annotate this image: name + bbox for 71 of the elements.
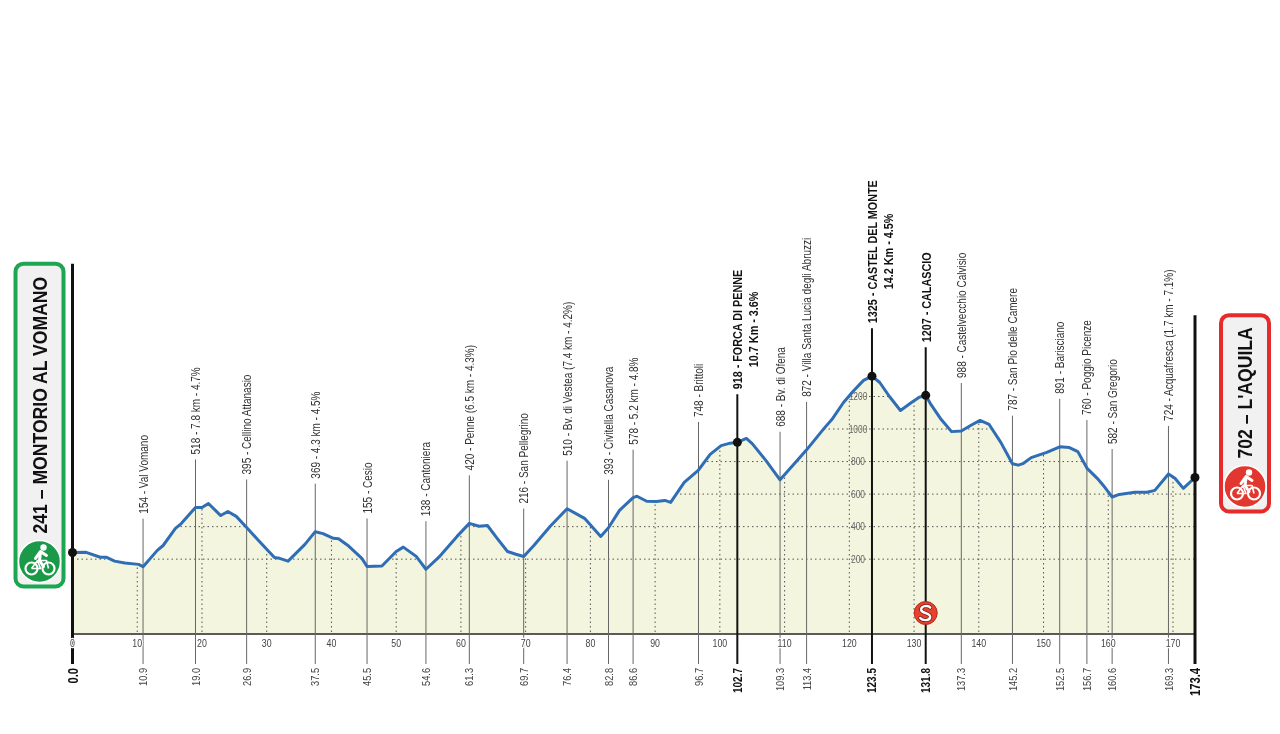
x2-tick-label: 0.0 — [65, 668, 81, 684]
x-tick-label: 0 — [70, 637, 76, 650]
x2-tick-label: 26.9 — [240, 667, 253, 686]
x2-tick-label: 82.8 — [602, 667, 615, 686]
x2-tick-label: 96.7 — [692, 667, 705, 686]
ref-line-label: 748 - Brittoli — [691, 363, 706, 418]
x-tick-label: 90 — [650, 637, 661, 650]
ref-line-label: 872 - Villa Santa Lucia degli Abruzzi — [800, 237, 814, 397]
x2-tick-label: 45.5 — [361, 667, 374, 686]
x2-tick-label: 156.7 — [1081, 667, 1094, 692]
x-tick-label: 100 — [712, 637, 728, 650]
x-tick-label: 130 — [906, 637, 922, 650]
x2-tick-label: 19.0 — [189, 667, 202, 686]
ref-line-label: 688 - Bv. di Ofena — [773, 346, 787, 427]
x-tick-label: 40 — [326, 637, 337, 650]
x2-tick-label: 109.3 — [774, 667, 787, 692]
x-tick-label: 150 — [1036, 637, 1052, 650]
ref-line-label: 702 – L'AQUILA — [1234, 326, 1257, 459]
x2-tick-label: 131.8 — [919, 668, 933, 693]
x2-tick-label: 69.7 — [517, 667, 531, 686]
x2-tick-label: 10.9 — [137, 667, 150, 686]
x2-tick-label: 86.6 — [627, 667, 640, 686]
ref-line-label: 369 - 4.3 km - 4.5% — [308, 391, 322, 479]
x2-tick-label: 145.2 — [1006, 667, 1019, 692]
x2-tick-label: 137.3 — [955, 667, 968, 692]
x2-tick-label: 169.3 — [1162, 667, 1175, 692]
x2-tick-label: 102.7 — [730, 668, 745, 693]
ref-line-label: 918 - FORCA DI PENNE 10.7 Km - 3.6% — [730, 269, 762, 390]
ref-line-label: 138 - Cantoniera — [419, 441, 433, 517]
x-tick-label: 80 — [585, 637, 596, 650]
x2-tick-label: 61.3 — [463, 667, 476, 686]
ref-line-label: 420 - Penne (6.5 km - 4.3%) — [462, 344, 477, 471]
y-tick-label: 800 — [850, 455, 865, 468]
ref-line-label: 395 - Cellino Attanasio — [240, 374, 254, 475]
y-tick-label: 200 — [850, 552, 865, 565]
x-tick-label: 140 — [971, 637, 987, 650]
ref-line-label: 216 - San Pellegrino — [517, 413, 531, 504]
y-tick-label: 600 — [850, 487, 865, 500]
y-tick-label: 1000 — [848, 422, 868, 435]
ref-line-label: 988 - Castelvecchio Calvisio — [954, 252, 969, 378]
ref-line-label: 891 - Barisciano — [1053, 321, 1067, 394]
ref-line-label: 1207 - CALASCIO — [918, 252, 934, 343]
ref-line-label: 518 - 7.8 km - 4.7% — [188, 367, 203, 455]
ref-line-label: 760 - Poggio Picenze — [1080, 320, 1094, 416]
x2-tick-label: 152.5 — [1053, 667, 1067, 692]
x2-tick-label: 54.6 — [420, 667, 433, 686]
x2-tick-label: 123.5 — [865, 668, 879, 693]
ref-line-label: 510 - Bv. di Vestea (7.4 km - 4.2%) — [560, 301, 574, 456]
ref-line-label: 154 - Val Vomano — [136, 435, 150, 514]
ref-line-label: 724 - Acquafresca (1.7 km - 7.1%) — [1161, 269, 1176, 421]
x2-tick-label: 173.4 — [1187, 668, 1204, 696]
ref-line-label: 582 - San Gregorio — [1105, 359, 1119, 445]
x2-tick-label: 160.6 — [1106, 667, 1119, 692]
ref-line-label: 393 - Civitella Casanova — [601, 365, 616, 475]
x-tick-label: 110 — [777, 637, 792, 650]
x2-tick-label: 37.5 — [309, 667, 322, 686]
x-tick-label: 30 — [261, 637, 272, 650]
x-tick-label: 10 — [132, 637, 143, 650]
ref-line-label: 1325 - CASTEL DEL MONTE 14.2 Km - 4.5% — [864, 180, 897, 324]
x2-tick-label: 113.4 — [800, 667, 813, 691]
x-tick-label: 60 — [456, 637, 467, 650]
x-tick-label: 50 — [391, 637, 402, 650]
x2-tick-label: 76.4 — [561, 667, 574, 686]
ref-line-label: 155 - Cesio — [360, 462, 374, 514]
ref-line-label: 787 - San Pio delle Camere — [1005, 288, 1020, 411]
y-tick-label: 400 — [850, 520, 865, 533]
x-tick-label: 160 — [1100, 637, 1116, 650]
x-tick-label: 20 — [197, 637, 208, 650]
ref-line-label: 578 - 5.2 km - 4.8% — [626, 357, 640, 445]
ref-line-label: 241 – MONTORIO AL VOMANO — [28, 276, 51, 534]
x-tick-label: 120 — [841, 637, 858, 650]
